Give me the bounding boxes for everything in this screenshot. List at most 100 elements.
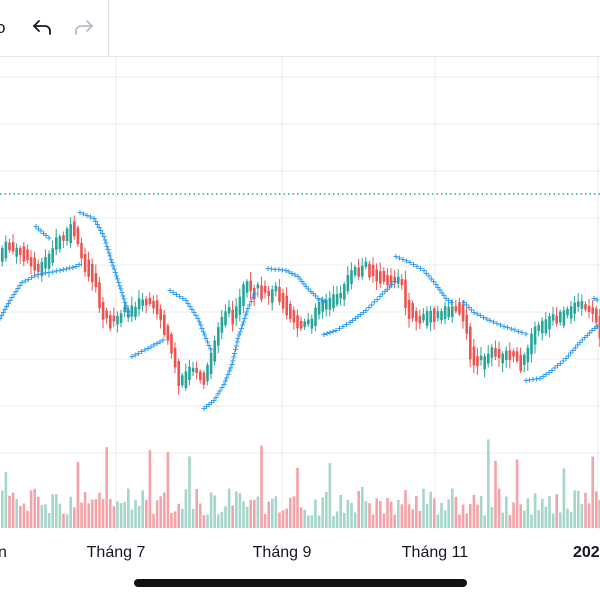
- psar-dot: +: [477, 311, 484, 320]
- psar-dot: +: [138, 347, 145, 356]
- psar-dot: +: [230, 353, 237, 362]
- psar-dot: +: [435, 283, 442, 292]
- candle-body: [411, 303, 414, 319]
- psar-dot: +: [213, 393, 220, 402]
- volume-bar: [253, 499, 256, 528]
- psar-dot: +: [425, 272, 432, 281]
- volume-bar: [263, 514, 267, 528]
- volume-bar: [411, 509, 414, 528]
- volume-bar: [8, 495, 11, 528]
- psar-dot: +: [265, 264, 272, 273]
- psar-dot: +: [433, 280, 440, 289]
- volume-bar: [393, 514, 396, 528]
- volume-bar: [551, 513, 555, 528]
- psar-dot: +: [581, 333, 588, 342]
- psar-dot: +: [46, 234, 53, 243]
- psar-dot: +: [42, 269, 49, 278]
- candle-body: [494, 347, 497, 357]
- volume-bar: [418, 510, 422, 528]
- candle-body: [422, 314, 425, 321]
- psar-dot: +: [222, 377, 229, 386]
- undo-button[interactable]: [27, 12, 57, 42]
- volume-bar: [191, 509, 195, 528]
- candle-body: [533, 326, 537, 345]
- volume-bar: [184, 489, 188, 528]
- psar-dot: +: [551, 364, 558, 373]
- volume-bar: [44, 504, 47, 528]
- psar-dot: +: [407, 258, 414, 267]
- candle-body: [451, 306, 454, 318]
- volume-bar: [490, 507, 494, 528]
- candle-body: [566, 308, 569, 316]
- psar-dot: +: [107, 252, 114, 261]
- candle-body: [569, 306, 573, 319]
- volume-bar: [440, 503, 443, 528]
- candle-body: [249, 280, 252, 292]
- volume-bar: [11, 492, 15, 528]
- candle-body: [598, 316, 600, 339]
- psar-dot: +: [560, 356, 567, 365]
- psar-dot: +: [577, 338, 584, 347]
- toolbar-partial-icon[interactable]: o: [0, 18, 6, 37]
- volume-bar: [256, 496, 260, 528]
- volume-bar: [134, 499, 137, 528]
- psar-dot: +: [565, 351, 572, 360]
- psar-dot: +: [3, 302, 10, 311]
- psar-dot: +: [112, 268, 119, 277]
- psar-dot: +: [109, 258, 116, 267]
- volume-bar: [101, 498, 105, 528]
- volume-bar: [479, 495, 483, 528]
- volume-bar: [1, 490, 4, 528]
- psar-dot: +: [584, 331, 591, 340]
- psar-dot: +: [315, 294, 322, 303]
- candle-body: [343, 284, 346, 300]
- candle-body: [490, 347, 494, 358]
- candle-body: [436, 311, 440, 319]
- volume-bar: [209, 492, 213, 528]
- psar-dot: +: [215, 390, 222, 399]
- psar-dot: +: [201, 331, 208, 340]
- psar-dot: +: [223, 373, 230, 382]
- candle-body: [440, 311, 443, 321]
- candle-body: [29, 257, 33, 267]
- psar-dot: +: [421, 266, 428, 275]
- psar-dot: +: [368, 300, 375, 309]
- psar-dot: +: [474, 310, 481, 319]
- psar-dot: +: [363, 306, 370, 315]
- volume-bar: [569, 511, 573, 528]
- volume-bar: [353, 512, 357, 528]
- candle-body: [541, 320, 544, 334]
- candle-body: [429, 310, 432, 323]
- volume-bar: [62, 513, 65, 528]
- volume-bar: [267, 501, 270, 528]
- psar-dot: +: [549, 366, 556, 375]
- candle-body: [389, 275, 393, 284]
- psar-dot: +: [105, 245, 112, 254]
- candle-body: [325, 299, 328, 310]
- psar-dot: +: [119, 288, 126, 297]
- home-indicator[interactable]: [134, 579, 467, 587]
- volume-bar: [271, 498, 274, 528]
- psar-dot: +: [310, 289, 317, 298]
- psar-dot: +: [227, 363, 234, 372]
- candle-body: [307, 319, 310, 325]
- psar-dot: +: [283, 266, 290, 275]
- candle-body: [310, 318, 314, 329]
- redo-button[interactable]: [69, 12, 99, 42]
- candle-body: [555, 315, 558, 324]
- psar-dot: +: [494, 319, 501, 328]
- candle-body: [346, 274, 350, 292]
- psar-dot: +: [234, 338, 241, 347]
- volume-bar: [555, 494, 558, 528]
- candle-body: [98, 282, 101, 309]
- volume-bar: [483, 515, 486, 528]
- volume-bar: [188, 456, 191, 528]
- candle-body: [548, 316, 551, 330]
- psar-dot: +: [377, 292, 384, 301]
- psar-dot: +: [530, 375, 537, 384]
- psar-dot: +: [7, 296, 14, 305]
- volume-bar: [116, 501, 119, 528]
- volume-bar: [422, 488, 425, 528]
- volume-bar: [350, 502, 353, 528]
